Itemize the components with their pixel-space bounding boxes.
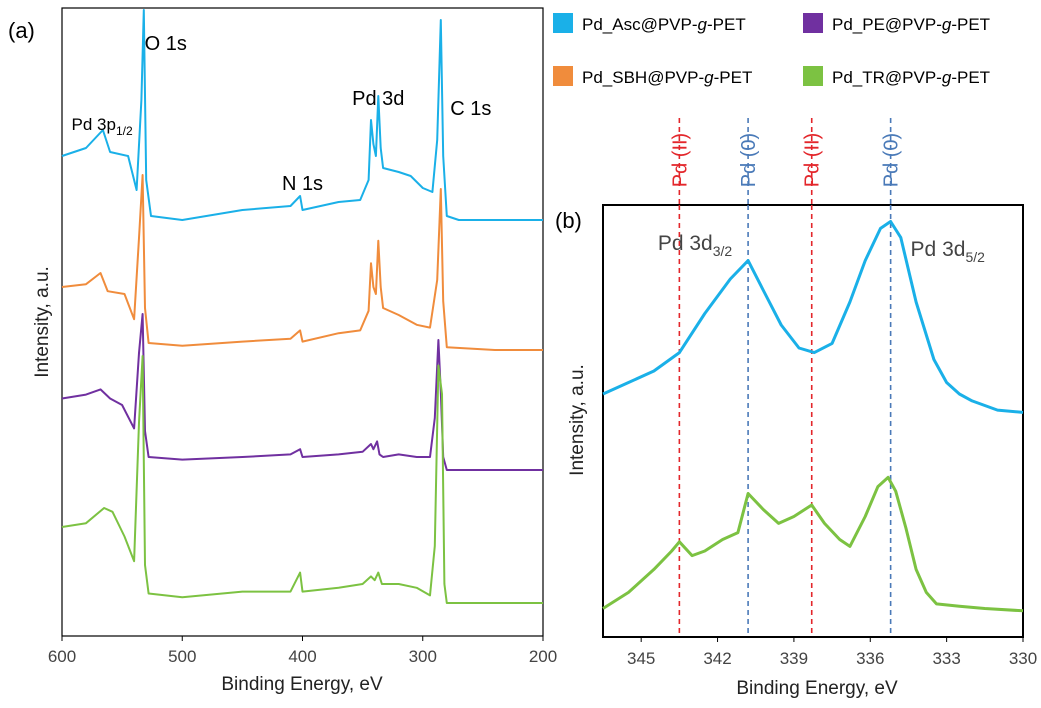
legend-item-tr: Pd_TR@PVP-g-PET [803,66,990,87]
panel-b-xlabel: Binding Energy, eV [736,678,898,699]
panel-b-reference-label: Pd (0) [881,133,903,187]
legend-label-asc: Pd_Asc@PVP-g-PET [582,15,746,34]
panel-a-series-line-2 [61,313,543,471]
panel-b-peak-labels: Pd 3d3/2 Pd 3d5/2 [658,232,985,265]
panel-b-x-ticks: 345 342 339 336 333 330 [627,637,1037,668]
panel-a-tick-label: 200 [529,647,557,666]
panel-b: Pd (II) Pd (0) Pd (II) Pd (0) 345 342 339 336 3… [567,118,1037,699]
panel-b-tick-label: 330 [1009,649,1037,668]
panel-b-tick-label: 342 [703,649,731,668]
panel-a-series-line-0 [61,9,543,221]
panel-a-tick-label: 400 [288,647,316,666]
legend-swatch-asc [553,13,573,33]
panel-b-series [602,220,1024,613]
panel-b-label: (b) [555,208,582,233]
panel-a-series [61,9,543,604]
panel-b-tick-label: 345 [627,649,655,668]
panel-b-ylabel: Intensity, a.u. [567,364,588,476]
legend-item-pe: Pd_PE@PVP-g-PET [803,13,990,34]
panel-b-peak-label: Pd 3d3/2 [658,232,733,259]
panel-b-reference-label: Pd (II) [802,133,824,187]
panel-a-label: (a) [8,18,35,43]
legend-item-sbh: Pd_SBH@PVP-g-PET [553,66,752,87]
panel-b-tick-label: 333 [932,649,960,668]
panel-a-tick-label: 600 [48,647,76,666]
legend-item-asc: Pd_Asc@PVP-g-PET [553,13,746,34]
panel-a: 600 500 400 300 200 Pd 3p1/2 O 1s N 1s Pd 3d C 1… [32,7,557,695]
legend-swatch-sbh [553,66,573,86]
panel-a-series-line-1 [61,174,543,351]
legend-swatch-pe [803,13,823,33]
panel-b-tick-label: 336 [856,649,884,668]
legend-label-sbh: Pd_SBH@PVP-g-PET [582,68,752,87]
legend-swatch-tr [803,66,823,86]
panel-a-peak-label: Pd 3p1/2 [72,115,133,138]
panel-b-reference-label: Pd (0) [738,133,760,187]
panel-a-tick-label: 300 [409,647,437,666]
panel-a-series-line-3 [61,355,543,604]
panel-b-frame [602,204,1024,638]
panel-b-series-line-0 [602,220,1024,414]
panel-a-peak-label: Pd 3d [352,88,404,110]
panel-b-reference-lines: Pd (II) Pd (0) Pd (II) Pd (0) [669,118,903,637]
panel-a-x-ticks: 600 500 400 300 200 [48,636,557,666]
panel-a-xlabel: Binding Energy, eV [221,674,383,695]
legend-label-tr: Pd_TR@PVP-g-PET [832,68,990,87]
panel-b-reference-label: Pd (II) [669,133,691,187]
panel-b-peak-label: Pd 3d5/2 [911,238,986,265]
panel-b-tick-label: 339 [780,649,808,668]
panel-a-peak-label: O 1s [145,33,187,55]
panel-a-peak-label: C 1s [450,98,491,120]
panel-a-ylabel: Intensity, a.u. [32,266,53,378]
panel-a-tick-label: 500 [168,647,196,666]
panel-a-peak-labels: Pd 3p1/2 O 1s N 1s Pd 3d C 1s [72,33,492,195]
legend: Pd_Asc@PVP-g-PET Pd_PE@PVP-g-PET Pd_SBH@… [553,13,990,87]
panel-b-series-line-1 [602,475,1024,613]
legend-label-pe: Pd_PE@PVP-g-PET [832,15,990,34]
panel-a-peak-label: N 1s [282,173,323,195]
